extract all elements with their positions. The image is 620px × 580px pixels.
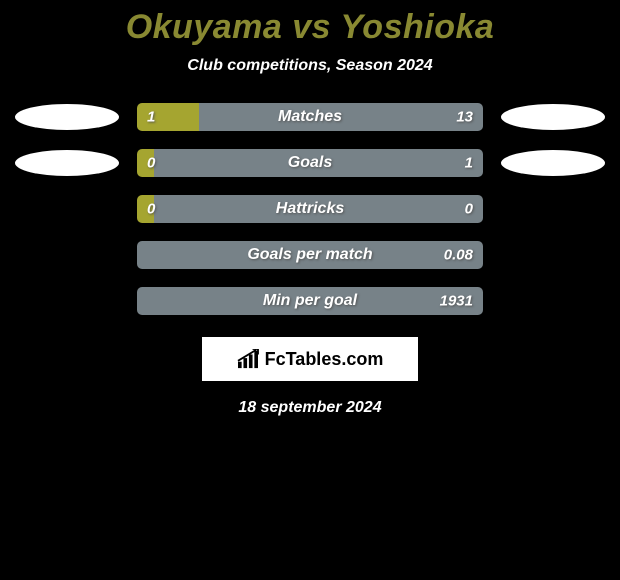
stat-bar: Min per goal 1931 bbox=[137, 287, 483, 315]
stat-value-right: 1 bbox=[465, 155, 473, 172]
stat-label: Hattricks bbox=[276, 200, 344, 218]
stat-value-right: 0 bbox=[465, 201, 473, 218]
stat-label: Matches bbox=[278, 108, 342, 126]
comparison-row: Hattricks 0 0 bbox=[0, 195, 620, 223]
stat-label: Goals per match bbox=[247, 246, 372, 264]
stat-value-left: 1 bbox=[147, 109, 155, 126]
comparison-container: Okuyama vs Yoshioka Club competitions, S… bbox=[0, 0, 620, 417]
stat-value-left: 0 bbox=[147, 155, 155, 172]
player-oval-left bbox=[15, 150, 119, 176]
stat-label: Min per goal bbox=[263, 292, 357, 310]
stat-bar: Goals per match 0.08 bbox=[137, 241, 483, 269]
page-title: Okuyama vs Yoshioka bbox=[0, 8, 620, 47]
stat-label: Goals bbox=[288, 154, 332, 172]
stat-bar: Goals 0 1 bbox=[137, 149, 483, 177]
stat-value-left: 0 bbox=[147, 201, 155, 218]
player-oval-right bbox=[501, 150, 605, 176]
comparison-row: Matches 1 13 bbox=[0, 103, 620, 131]
stat-bar: Matches 1 13 bbox=[137, 103, 483, 131]
comparison-row: Goals per match 0.08 bbox=[0, 241, 620, 269]
stat-value-right: 13 bbox=[456, 109, 473, 126]
chart-icon bbox=[237, 349, 259, 369]
comparison-rows: Matches 1 13 Goals 0 1 Hattricks 0 0 Goals per ma… bbox=[0, 103, 620, 315]
logo-box[interactable]: FcTables.com bbox=[202, 337, 418, 381]
comparison-row: Min per goal 1931 bbox=[0, 287, 620, 315]
stat-value-right: 0.08 bbox=[444, 247, 473, 264]
date-text: 18 september 2024 bbox=[0, 399, 620, 417]
stat-value-right: 1931 bbox=[440, 293, 473, 310]
comparison-row: Goals 0 1 bbox=[0, 149, 620, 177]
logo-text: FcTables.com bbox=[265, 349, 384, 370]
player-oval-left bbox=[15, 104, 119, 130]
subtitle: Club competitions, Season 2024 bbox=[0, 57, 620, 75]
stat-bar: Hattricks 0 0 bbox=[137, 195, 483, 223]
player-oval-right bbox=[501, 104, 605, 130]
